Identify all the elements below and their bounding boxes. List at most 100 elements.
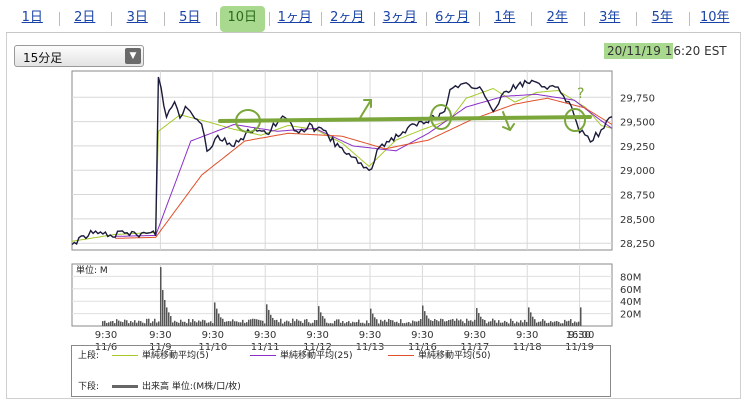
volume-bar (332, 323, 334, 326)
legend-ma50-swatch (388, 355, 414, 356)
volume-bar (388, 318, 390, 326)
legend-volume-swatch (112, 385, 138, 388)
volume-bar (516, 321, 518, 326)
volume-bar (146, 318, 148, 326)
volume-bar (254, 318, 256, 326)
volume-bar (390, 319, 392, 326)
price-y-tick-label: 28,750 (620, 191, 655, 202)
tab-1ヶ月[interactable]: 1ヶ月 (277, 10, 312, 25)
x-tick-time-label: 9:30 (149, 330, 171, 341)
volume-bar (232, 319, 234, 326)
tab-5日[interactable]: 5日 (179, 10, 201, 25)
volume-bar (152, 321, 154, 326)
x-tick-date-label: 11/16 (408, 342, 437, 353)
volume-bar (352, 321, 354, 326)
volume-bar (564, 319, 566, 326)
tab-10年[interactable]: 10年 (699, 10, 730, 25)
x-tick-date-label: 11/10 (198, 342, 227, 353)
volume-bar (156, 322, 158, 326)
volume-bar (246, 322, 248, 326)
volume-bar (136, 322, 138, 326)
volume-bar (250, 319, 252, 326)
volume-bar (474, 319, 476, 326)
volume-bar (122, 322, 124, 326)
volume-bar (362, 322, 364, 326)
tab-separator (268, 12, 270, 26)
tab-3日[interactable]: 3日 (126, 10, 148, 25)
volume-bar (106, 322, 108, 326)
annotation-circle (564, 108, 586, 132)
volume-bar (392, 320, 394, 326)
tab-separator (373, 12, 375, 26)
volume-bar (548, 322, 550, 326)
volume-bar (344, 323, 346, 326)
legend-lower-label: 下段: (78, 382, 100, 392)
volume-bar (214, 302, 216, 326)
legend-upper-label: 上段: (78, 351, 100, 361)
volume-bar (166, 307, 168, 326)
tab-separator (583, 12, 585, 26)
legend-ma5: 単純移動平均(5) (112, 349, 209, 363)
volume-bar (162, 290, 164, 326)
volume-bar (538, 321, 540, 326)
volume-bar (526, 322, 528, 326)
tab-10日[interactable]: 10日 (220, 6, 265, 32)
x-tick-time-label: 9:30 (254, 330, 276, 341)
volume-bar (382, 321, 384, 326)
tab-3ヶ月[interactable]: 3ヶ月 (382, 10, 417, 25)
volume-bar (556, 320, 558, 326)
volume-bar (202, 319, 204, 326)
tab-2年[interactable]: 2年 (546, 10, 568, 25)
volume-bar (502, 322, 504, 326)
annotation-circle (235, 109, 261, 133)
annotation-resistance-line (218, 115, 592, 123)
volume-bar (178, 322, 180, 326)
tab-separator (636, 12, 637, 26)
volume-bar (544, 320, 546, 326)
series-line-単純移動平均(25) (115, 93, 613, 237)
volume-bar (410, 323, 412, 326)
volume-bar (420, 319, 422, 326)
volume-bar (540, 321, 542, 326)
volume-bar (298, 320, 300, 326)
tab-1年[interactable]: 1年 (494, 10, 516, 25)
volume-bar (396, 321, 398, 326)
volume-bar (336, 319, 338, 326)
tab-6ヶ月[interactable]: 6ヶ月 (435, 10, 470, 25)
volume-bar (300, 321, 302, 326)
volume-bar (466, 318, 468, 326)
volume-bar (258, 319, 260, 326)
tab-5年[interactable]: 5年 (651, 10, 673, 25)
volume-bar (360, 322, 362, 326)
volume-bar (438, 321, 440, 326)
tab-1日[interactable]: 1日 (21, 10, 43, 25)
price-y-tick-label: 28,250 (620, 239, 655, 250)
chart-legend: 上段: 単純移動平均(5) 単純移動平均(25) 単純移動平均(50) 下段: … (71, 345, 611, 397)
volume-bar (182, 321, 184, 326)
volume-bar (180, 319, 182, 326)
tab-separator (426, 12, 427, 26)
price-plot-frame (71, 70, 613, 251)
interval-select[interactable]: 15分足 ▼ (14, 45, 144, 67)
tab-3年[interactable]: 3年 (599, 10, 621, 25)
price-y-tick-label: 29,500 (620, 118, 655, 129)
volume-bar (358, 319, 360, 326)
volume-bar (192, 319, 194, 326)
volume-bar (128, 323, 130, 326)
volume-bar (472, 321, 474, 326)
volume-bar (398, 323, 400, 326)
volume-bar (484, 319, 486, 326)
chart-panel (6, 33, 741, 399)
volume-bar (236, 321, 238, 326)
tab-2日[interactable]: 2日 (74, 10, 96, 25)
volume-bar (570, 319, 572, 326)
volume-bar (102, 321, 104, 326)
legend-ma25-label: 単純移動平均(25) (280, 351, 353, 361)
volume-bar (426, 315, 428, 326)
volume-bar (120, 321, 122, 326)
volume-bar (134, 320, 136, 326)
tab-2ヶ月[interactable]: 2ヶ月 (330, 10, 365, 25)
tab-separator (58, 12, 60, 26)
volume-bar (514, 323, 516, 326)
volume-bar (428, 318, 430, 326)
